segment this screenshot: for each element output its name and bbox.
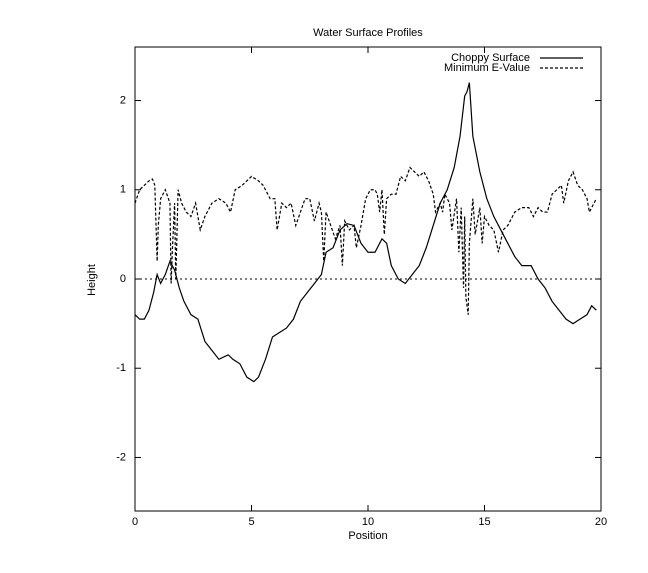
x-tick-label: 15 xyxy=(478,516,490,528)
legend-label: Choppy Surface xyxy=(451,52,530,64)
x-tick-label: 5 xyxy=(248,516,254,528)
y-tick-label: 0 xyxy=(120,273,126,285)
chart-title: Water Surface Profiles xyxy=(313,27,423,39)
y-tick-label: -2 xyxy=(116,451,126,463)
y-axis-label: Height xyxy=(86,264,98,296)
x-tick-label: 20 xyxy=(595,516,607,528)
x-tick-label: 0 xyxy=(132,516,138,528)
y-tick-label: -1 xyxy=(116,362,126,374)
x-tick-label: 10 xyxy=(362,516,374,528)
x-axis-label: Position xyxy=(348,530,387,542)
y-tick-label: 1 xyxy=(120,184,126,196)
y-tick-label: 2 xyxy=(120,94,126,106)
series-line xyxy=(134,166,597,315)
legend-label: Minimum E-Value xyxy=(444,62,530,74)
series-line xyxy=(134,82,597,383)
